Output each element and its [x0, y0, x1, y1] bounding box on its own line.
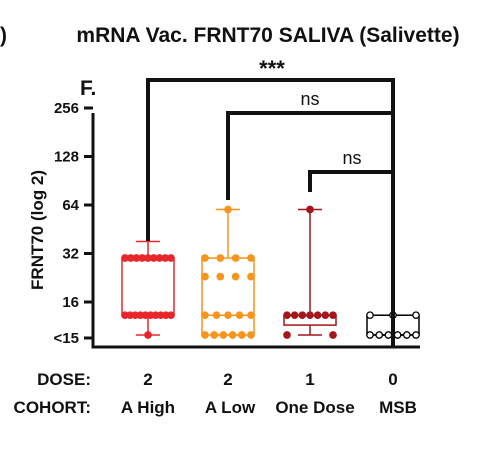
dose-label: 0	[388, 370, 397, 389]
cohort-label: One Dose	[275, 398, 354, 417]
significance-bracket	[308, 170, 395, 303]
data-point	[329, 311, 337, 320]
data-point	[375, 331, 384, 339]
y-tick-label: 64	[62, 197, 79, 214]
data-point	[212, 311, 221, 320]
data-point	[224, 205, 232, 214]
data-point	[402, 331, 411, 339]
data-point	[216, 272, 225, 281]
box-group	[283, 205, 337, 339]
data-point	[167, 311, 175, 320]
data-point	[228, 331, 237, 339]
data-point	[231, 254, 240, 262]
box-rect	[201, 257, 255, 336]
data-point	[237, 331, 246, 339]
data-point	[216, 254, 225, 262]
row-label-dose: DOSE:	[37, 370, 91, 389]
row-label-cohort: COHORT:	[14, 398, 91, 417]
data-point	[219, 331, 228, 339]
y-axis-label: FRNT70 (log 2)	[28, 170, 47, 290]
data-point	[290, 311, 299, 320]
data-point	[283, 311, 291, 320]
significance-label: ***	[259, 56, 285, 81]
y-tick-label: 16	[62, 294, 79, 311]
data-point	[144, 331, 152, 339]
axes: 256 128 64 32 16 <15	[54, 100, 420, 349]
data-point	[321, 311, 330, 320]
data-point	[366, 311, 374, 320]
data-point	[235, 311, 244, 320]
significance-label: ns	[300, 89, 319, 109]
category-labels: DOSE: COHORT: 2 A High 2 A Low 1 One Dose 0 MSB	[14, 370, 417, 417]
panel-label: F.	[80, 77, 96, 100]
data-point	[247, 331, 255, 339]
cohort-label: A Low	[205, 398, 256, 417]
cohort-label: A High	[121, 398, 175, 417]
data-point	[313, 311, 322, 320]
cohort-label: MSB	[379, 398, 417, 417]
dose-label: 1	[305, 370, 314, 389]
significance-brackets: *** ns ns	[146, 56, 395, 347]
y-tick-label: 128	[54, 149, 79, 166]
dose-label: 2	[223, 370, 232, 389]
data-point	[412, 331, 420, 339]
y-tick-label: 32	[62, 246, 79, 263]
significance-bracket	[146, 78, 395, 347]
data-point	[283, 331, 291, 339]
box-group	[201, 205, 255, 339]
box-rect	[121, 257, 175, 316]
data-point	[247, 311, 255, 320]
data-point	[201, 331, 209, 339]
data-point	[412, 311, 420, 320]
data-point	[366, 331, 374, 339]
data-point	[306, 205, 314, 214]
data-point	[298, 311, 307, 320]
data-point	[247, 254, 255, 262]
corner-glyph: )	[0, 24, 7, 47]
data-point	[393, 331, 402, 339]
data-point	[231, 272, 240, 281]
data-point	[306, 311, 314, 320]
box-plots	[121, 205, 420, 339]
y-tick-label: 256	[54, 100, 79, 117]
data-point	[210, 331, 219, 339]
data-point	[201, 311, 209, 320]
data-point	[224, 311, 232, 320]
data-point	[201, 272, 209, 281]
chart-title: mRNA Vac. FRNT70 SALIVA (Salivette)	[76, 24, 459, 47]
data-point	[329, 331, 337, 339]
data-point	[201, 254, 209, 262]
dose-label: 2	[143, 370, 152, 389]
data-point	[247, 272, 255, 281]
data-point	[384, 331, 393, 339]
y-tick-label: <15	[54, 330, 79, 347]
significance-label: ns	[342, 148, 361, 168]
box-group	[121, 240, 175, 339]
data-point	[167, 254, 175, 262]
